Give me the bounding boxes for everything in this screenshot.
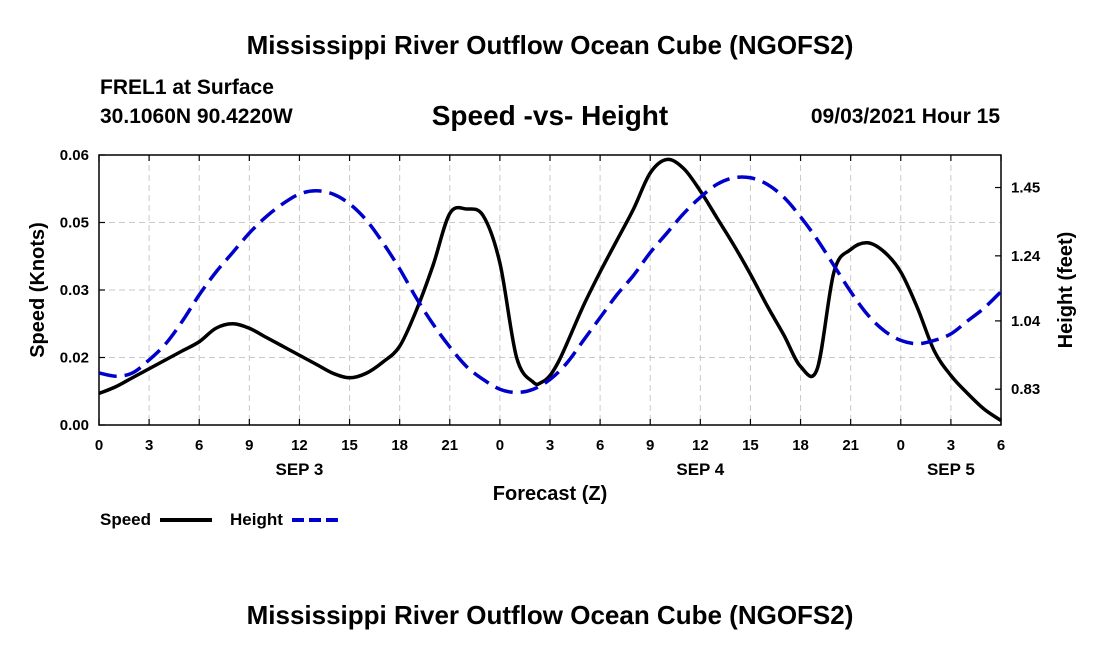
- x-tick-label: 21: [441, 437, 458, 454]
- y-tick-label: 0.03: [60, 282, 89, 299]
- x-tick-label: 3: [145, 437, 153, 454]
- x-tick-label: 12: [291, 437, 308, 454]
- series-height-line: [98, 175, 1003, 395]
- chart-title: Speed -vs- Height: [431, 100, 669, 131]
- y-tick-label: 0.06: [60, 147, 89, 164]
- station-label: FREL1 at Surface: [100, 76, 274, 99]
- x-tick-label: 18: [391, 437, 408, 454]
- legend: Speed Height: [100, 510, 342, 529]
- x-tick-label: 0: [897, 437, 905, 454]
- series-speed-line: [98, 157, 1002, 422]
- page-title-bottom: Mississippi River Outflow Ocean Cube (NG…: [246, 600, 854, 630]
- x-tick-label: 21: [842, 437, 859, 454]
- x-tick-label: 9: [245, 437, 253, 454]
- forecast-datetime: 09/03/2021 Hour 15: [810, 105, 1000, 128]
- x-tick-label: 18: [792, 437, 809, 454]
- x-tick-label: 0: [95, 437, 103, 454]
- legend-speed-label: Speed: [100, 510, 151, 529]
- x-tick-label: 6: [596, 437, 604, 454]
- x-tick-label: 15: [341, 437, 358, 454]
- x-tick-label: 3: [947, 437, 955, 454]
- legend-height-label: Height: [230, 510, 283, 529]
- y-tick-label: 0.05: [60, 215, 89, 232]
- y-axis-label-right: Height (feet): [1055, 232, 1077, 349]
- day-label: SEP 5: [927, 460, 975, 479]
- x-axis-label: Forecast (Z): [493, 483, 607, 505]
- grid-lines: [99, 155, 1001, 425]
- x-tick-label: 6: [997, 437, 1005, 454]
- page-title-top: Mississippi River Outflow Ocean Cube (NG…: [246, 30, 854, 60]
- day-label: SEP 4: [676, 460, 724, 479]
- x-tick-label: 6: [195, 437, 203, 454]
- x-tick-label: 9: [646, 437, 654, 454]
- series-lines: [98, 157, 1003, 422]
- y2-tick-label: 0.83: [1011, 381, 1040, 398]
- axes: 0 3 6 9 12 15 18 21 0 3 6 9 12 15 18 21 0 3 6 0.00 0.02 0.03 0…: [60, 147, 1041, 479]
- x-tick-label: 0: [496, 437, 504, 454]
- x-tick-label: 15: [742, 437, 759, 454]
- x-tick-label: 12: [692, 437, 709, 454]
- day-label: SEP 3: [275, 460, 323, 479]
- station-coords: 30.1060N 90.4220W: [100, 105, 293, 128]
- y2-tick-label: 1.24: [1011, 248, 1041, 265]
- y2-tick-label: 1.04: [1011, 313, 1041, 330]
- y2-tick-label: 1.45: [1011, 180, 1040, 197]
- y-axis-label-left: Speed (Knots): [27, 222, 49, 358]
- y-tick-label: 0.02: [60, 350, 89, 367]
- y-tick-label: 0.00: [60, 417, 89, 434]
- x-tick-label: 3: [546, 437, 554, 454]
